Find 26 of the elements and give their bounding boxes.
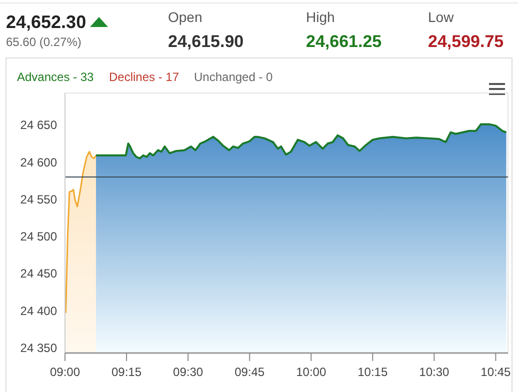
y-tick-label: 24 350: [20, 341, 58, 355]
x-tick-label: 09:00: [50, 365, 80, 379]
y-tick-label: 24 450: [20, 266, 58, 281]
text: Declines - 17: [109, 70, 180, 84]
x-tick-label: 09:45: [234, 365, 265, 379]
y-tick-label: 24 600: [20, 155, 58, 170]
y-tick-label: 24 650: [20, 118, 58, 132]
x-tick-label: 10:15: [358, 365, 388, 379]
text: Advances - 33: [17, 70, 94, 84]
text: 24,599.75: [428, 32, 504, 51]
text: Unchanged - 0: [194, 70, 274, 84]
text: Open: [168, 9, 202, 25]
text: High: [306, 9, 335, 25]
x-tick-label: 09:30: [173, 365, 204, 379]
x-tick-label: 10:30: [419, 365, 450, 379]
x-tick-label: 09:15: [112, 365, 142, 379]
y-tick-label: 24 500: [20, 230, 58, 244]
y-tick-label: 24 400: [20, 304, 58, 318]
x-tick-label: 10:00: [296, 365, 326, 379]
chart-title: 24,652.30: [6, 12, 86, 32]
text: 24,615.90: [168, 32, 244, 51]
chart-subtitle: 65.60 (0.27%): [6, 35, 82, 49]
text: 24,661.25: [306, 32, 382, 51]
y-tick-label: 24 550: [20, 192, 58, 206]
text: Low: [428, 9, 455, 25]
x-tick-label: 10:45: [480, 365, 512, 379]
